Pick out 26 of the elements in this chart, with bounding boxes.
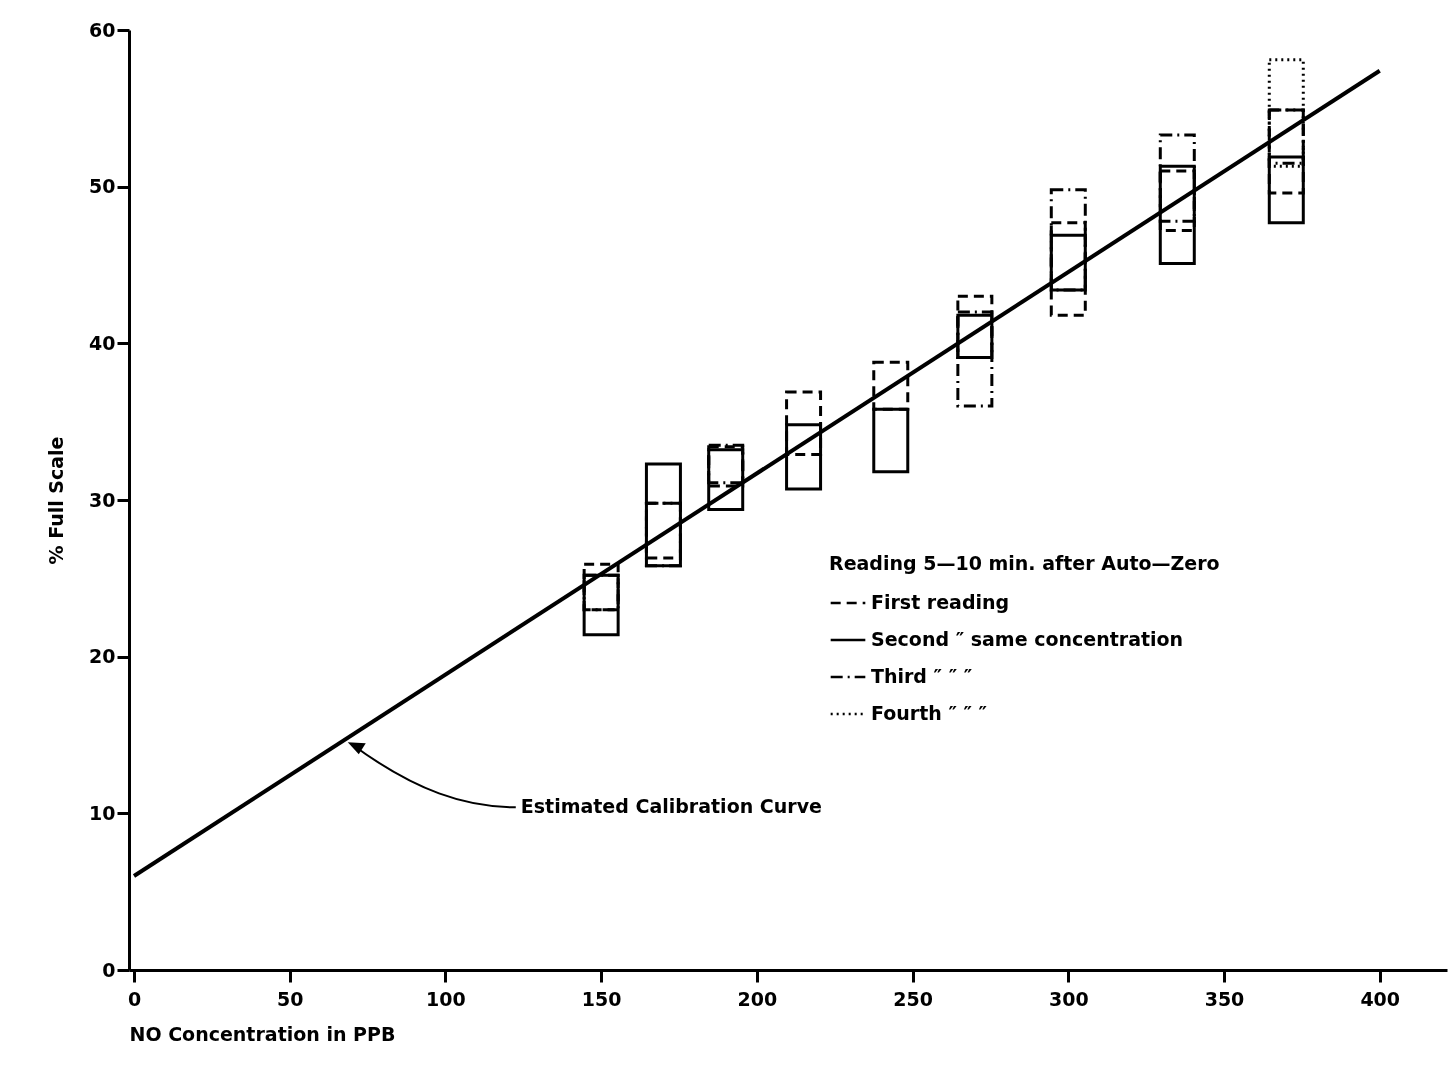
y-tick-label: 50 [89, 175, 116, 198]
x-tick-label: 300 [1048, 987, 1089, 1010]
y-tick-label: 10 [89, 801, 116, 824]
y-tick-label: 0 [102, 958, 116, 981]
bar [644, 462, 682, 568]
legend-label: First reading [871, 591, 1010, 613]
x-tick-label: 350 [1204, 987, 1245, 1010]
x-tick-label: 50 [276, 987, 304, 1010]
legend-label: Fourth ″ ″ ″ [871, 702, 988, 724]
y-tick-label: 20 [89, 645, 116, 668]
x-tick-label: 400 [1360, 987, 1401, 1010]
annotation: Estimated Calibration Curve [520, 795, 822, 818]
x-tick-label: 150 [581, 987, 622, 1010]
y-tick-label: 30 [89, 488, 116, 511]
legend-label: Third ″ ″ ″ [871, 665, 973, 687]
x-tick-label: 250 [893, 987, 933, 1010]
x-axis-title: NO Concentration in PPB [129, 1022, 396, 1045]
bar [707, 448, 745, 511]
y-axis-title: % Full Scale [45, 436, 68, 565]
x-tick-label: 200 [737, 987, 778, 1010]
legend-title: Reading 5—10 min. after Auto—Zero [829, 552, 1220, 574]
legend-label: Second ″ same concentration [871, 628, 1184, 650]
x-tick-label: 0 [127, 987, 142, 1010]
y-tick-label: 40 [89, 331, 116, 354]
y-tick-label: 60 [89, 18, 116, 41]
x-tick-label: 100 [426, 987, 466, 1010]
